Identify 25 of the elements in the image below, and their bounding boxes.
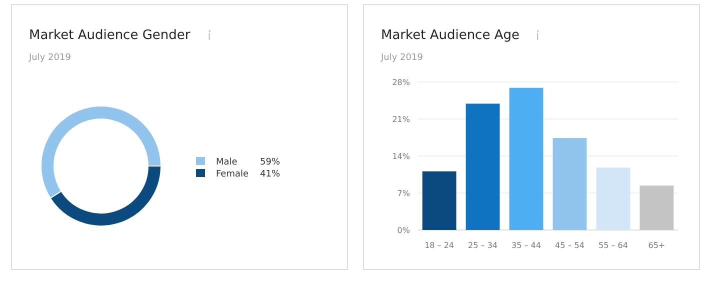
x-tick-label: 35 – 44 xyxy=(512,241,541,250)
chart-subtitle: July 2019 xyxy=(380,53,424,63)
bar xyxy=(596,168,630,230)
legend-label: Female xyxy=(216,170,250,180)
chart-title: Market Audience Gender xyxy=(29,28,191,43)
chart-title: Market Audience Age xyxy=(381,28,520,43)
bar xyxy=(422,171,456,230)
bar xyxy=(640,186,674,230)
y-tick-label: 0% xyxy=(397,226,410,235)
bar xyxy=(509,88,544,230)
x-tick-label: 45 – 54 xyxy=(555,241,584,250)
y-tick-label: 7% xyxy=(397,189,410,198)
x-tick-label: 18 – 24 xyxy=(424,241,454,250)
y-tick-label: 14% xyxy=(392,152,410,161)
y-tick-label: 28% xyxy=(392,78,410,87)
y-tick-label: 21% xyxy=(392,115,410,124)
bar xyxy=(552,138,587,230)
bar xyxy=(466,104,500,230)
chart-subtitle: July 2019 xyxy=(28,53,72,63)
data-label: 41% xyxy=(260,170,280,180)
x-tick-label: 65+ xyxy=(648,241,666,250)
data-label: 59% xyxy=(260,158,280,168)
x-tick-label: 55 – 64 xyxy=(598,241,628,250)
legend-label: Male xyxy=(216,158,238,168)
x-tick-label: 25 – 34 xyxy=(468,241,498,250)
